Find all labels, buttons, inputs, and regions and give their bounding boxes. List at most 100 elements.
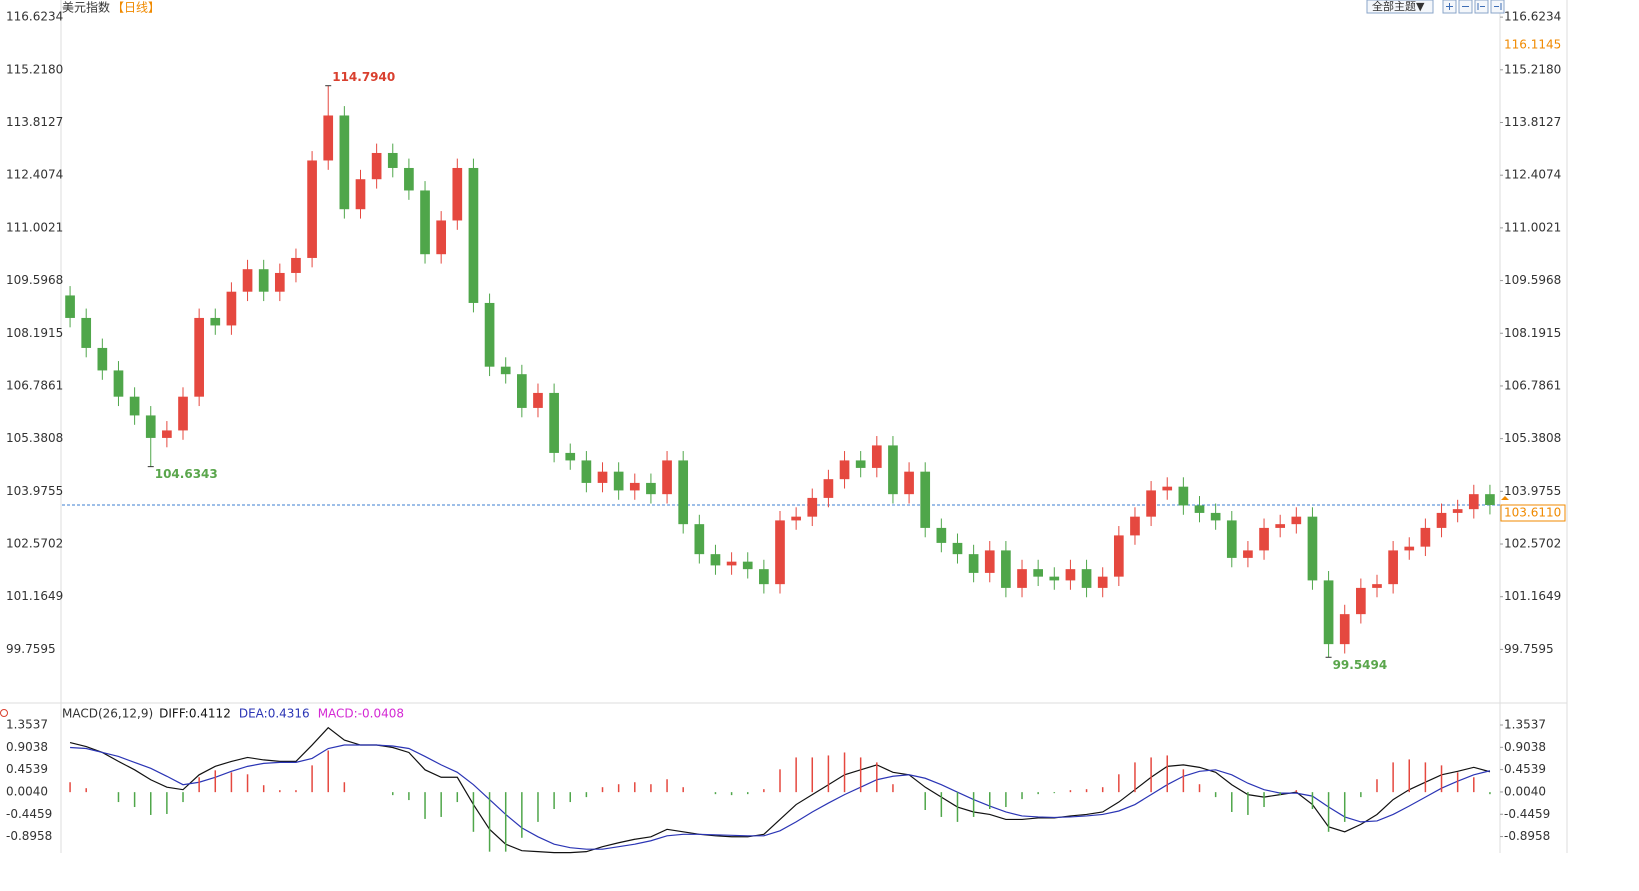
candle-body: [178, 396, 188, 431]
candle-body: [823, 479, 834, 498]
y-tick-label-left: 109.5968: [6, 273, 63, 287]
y-tick-label-right: 99.7595: [1504, 642, 1554, 656]
legend-entry: DEA:0.4316: [239, 707, 310, 721]
candle-body: [871, 445, 882, 468]
candle-body: [1388, 550, 1398, 585]
candle-body: [597, 471, 608, 483]
y-tick-label-left: 102.5702: [6, 537, 63, 551]
candle-body: [1178, 486, 1189, 506]
y-tick-label-left: 0.0040: [6, 784, 48, 798]
candle-body: [226, 291, 237, 326]
candle-body: [1130, 516, 1140, 536]
candle-body: [581, 460, 592, 483]
y-tick-label-left: 113.8127: [6, 115, 63, 129]
candle-body: [1049, 576, 1060, 581]
candle-body: [678, 460, 689, 525]
candle-body: [1420, 527, 1431, 547]
candle-body: [323, 115, 334, 161]
y-tick-label-right: -0.8958: [1504, 829, 1550, 843]
y-tick-label-left: 1.3537: [6, 718, 48, 732]
y-tick-label-right: 112.4074: [1504, 168, 1561, 182]
candle-body: [1081, 569, 1092, 588]
candle-body: [452, 167, 463, 221]
y-tick-label-right: 102.5702: [1504, 537, 1561, 551]
candle-body: [242, 269, 253, 292]
candle-body: [1259, 527, 1269, 551]
candle-body: [468, 167, 479, 303]
candle-body: [1017, 569, 1027, 588]
candle-body: [1468, 494, 1479, 510]
y-tick-label-right: 0.9038: [1504, 740, 1546, 754]
candle-body: [1097, 576, 1108, 588]
last-price-arrow: [1501, 495, 1509, 500]
candle-body: [952, 542, 963, 555]
candle-body: [291, 257, 301, 273]
y-tick-label-right: 106.7861: [1504, 378, 1561, 392]
candle-body: [742, 561, 753, 570]
theme-button[interactable]: [1366, 0, 1434, 14]
candle-body: [791, 516, 801, 521]
macd-line: [70, 744, 1491, 850]
y-tick-label-right: 109.5968: [1504, 273, 1561, 287]
candle-body: [129, 396, 140, 416]
candle-body: [1356, 587, 1366, 615]
y-tick-label-left: -0.8958: [6, 829, 52, 843]
candle-body: [307, 160, 317, 258]
last-price-box: [1500, 504, 1566, 522]
y-tick-label-left: 106.7861: [6, 378, 63, 392]
y-tick-label-right: 101.1649: [1504, 589, 1561, 603]
y-tick-label-right: 0.4539: [1504, 762, 1546, 776]
y-tick-label-right: 108.1915: [1504, 326, 1561, 340]
y-tick-label-right: 105.3808: [1504, 431, 1561, 445]
candle-body: [436, 220, 447, 255]
y-tick-label-right: 113.8127: [1504, 115, 1561, 129]
candle-body: [194, 317, 204, 397]
candle-body: [1436, 512, 1447, 528]
y-tick-label-right: -0.4459: [1504, 807, 1550, 821]
candle-body: [888, 445, 898, 495]
y-tick-label-left: -0.4459: [6, 807, 52, 821]
candle-body: [775, 520, 785, 585]
extreme-label: 104.6343: [155, 467, 218, 481]
y-tick-label-left: 108.1915: [6, 326, 63, 340]
candle-body: [855, 460, 866, 468]
candle-body: [1226, 520, 1237, 558]
chart-title: 美元指数: [62, 0, 110, 15]
period-label: 【日线】: [112, 1, 160, 15]
candle-body: [210, 317, 221, 326]
candle-body: [1113, 535, 1124, 577]
candle-body: [694, 524, 705, 555]
candle-body: [1291, 516, 1302, 525]
candle-body: [1452, 509, 1463, 513]
candle-body: [839, 460, 850, 480]
y-tick-label-left: 115.2180: [6, 62, 63, 76]
last-price-label: 103.6110: [1504, 505, 1561, 519]
extreme-label: 114.7940: [332, 70, 395, 84]
y-tick-label-left: 116.6234: [6, 10, 63, 24]
candle-body: [1065, 569, 1076, 581]
y-tick-label-right: 0.0040: [1504, 784, 1546, 798]
settings-icon[interactable]: [0, 709, 8, 717]
candle-body: [339, 115, 350, 210]
y-tick-label-right: 1.3537: [1504, 718, 1546, 732]
candle-body: [710, 554, 721, 566]
y-tick-label-right: 116.6234: [1504, 10, 1561, 24]
y-tick-label-left: 0.9038: [6, 740, 48, 754]
candle-body: [1275, 524, 1286, 528]
y-tick-label-left: 99.7595: [6, 642, 56, 656]
candle-body: [1162, 486, 1173, 491]
candle-body: [113, 370, 124, 397]
candle-body: [533, 392, 543, 408]
theme-button-label[interactable]: 全部主题▼: [1372, 0, 1425, 13]
candle-body: [1194, 505, 1205, 513]
candle-body: [1323, 580, 1334, 645]
candle-body: [484, 302, 495, 367]
candle-body: [258, 269, 269, 292]
legend-entry: DIFF:0.4112: [159, 707, 231, 721]
candle-body: [1485, 494, 1495, 505]
candle-body: [662, 460, 672, 495]
candle-body: [759, 569, 769, 585]
